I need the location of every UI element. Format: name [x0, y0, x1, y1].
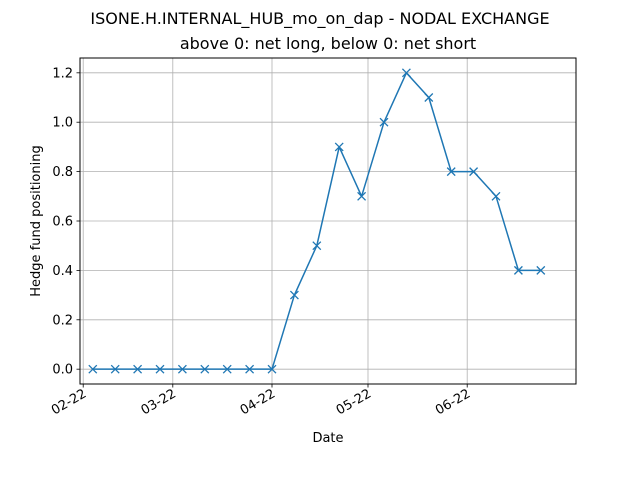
x-tick-label: 03-22	[139, 386, 179, 418]
y-tick-label: 1.0	[52, 116, 73, 131]
axis-ticks: 0.0 0.2 0.4 0.6 0.8 1.0 1.2 02-22 03-22 04-22 05-2…	[49, 66, 473, 418]
x-axis-label: Date	[312, 431, 343, 446]
y-tick-label: 0.8	[52, 165, 73, 180]
y-tick-label: 0.0	[52, 363, 73, 378]
y-tick-label: 0.4	[52, 264, 73, 279]
y-axis-label: Hedge fund positioning	[29, 145, 44, 296]
y-tick-label: 0.2	[52, 313, 73, 328]
chart-title: ISONE.H.INTERNAL_HUB_mo_on_dap - NODAL E…	[90, 9, 549, 29]
x-tick-label: 02-22	[49, 386, 89, 418]
y-tick-label: 1.2	[52, 66, 73, 81]
data-point-marker	[290, 291, 298, 299]
data-point-marker	[425, 94, 433, 102]
data-point-marker	[492, 192, 500, 200]
x-tick-label: 06-22	[433, 386, 473, 418]
y-tick-label: 0.6	[52, 215, 73, 230]
x-tick-label: 05-22	[334, 386, 374, 418]
x-tick-label: 04-22	[238, 386, 278, 418]
data-point-marker	[358, 192, 366, 200]
chart-subtitle: above 0: net long, below 0: net short	[180, 34, 476, 53]
grid-lines	[80, 58, 576, 384]
